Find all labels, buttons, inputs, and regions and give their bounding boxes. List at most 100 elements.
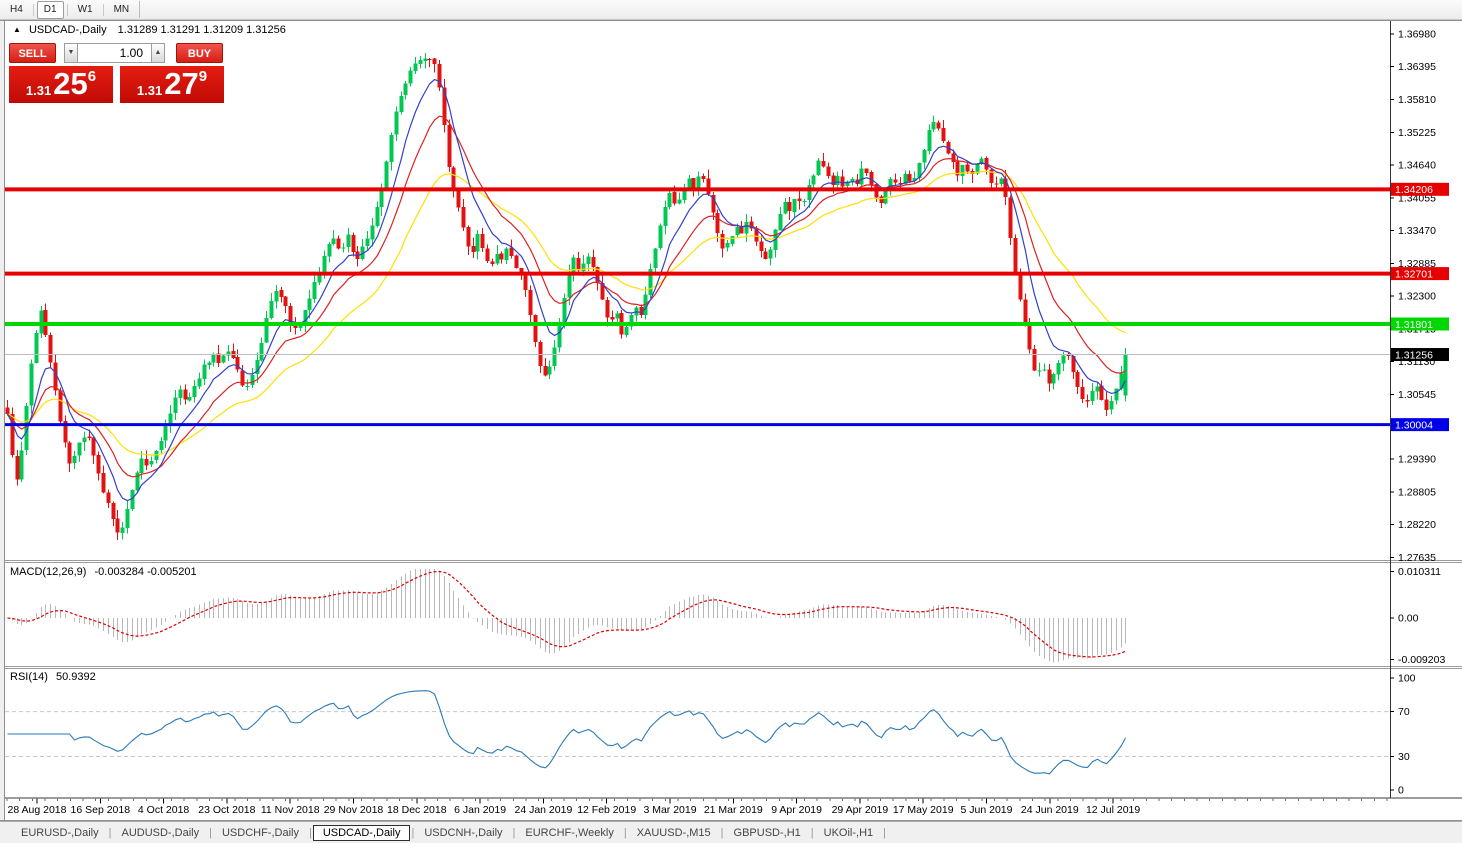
svg-text:23 Oct 2018: 23 Oct 2018 (198, 804, 255, 816)
chart-title: ▲ USDCAD-,Daily 1.31289 1.31291 1.31209 … (13, 24, 286, 36)
svg-text:18 Dec 2018: 18 Dec 2018 (387, 804, 447, 816)
volume-increase-button[interactable]: ▲ (151, 43, 165, 63)
buy-price-display[interactable]: 1.31 27 9 (120, 66, 224, 103)
svg-text:0: 0 (1398, 785, 1404, 797)
toolbar-separator (139, 1, 141, 18)
macd-name: MACD(12,26,9) (10, 566, 87, 578)
chart-tab-usdchf[interactable]: USDCHF-,Daily (221, 826, 299, 839)
price-level-label: 1.31801 (1391, 317, 1449, 331)
sell-price-prefix: 1.31 (25, 83, 52, 98)
svg-text:12 Jul 2019: 12 Jul 2019 (1086, 804, 1140, 816)
toolbar-separator (102, 3, 104, 16)
macd-indicator-label: MACD(12,26,9) -0.003284 -0.005201 (10, 566, 197, 578)
price-level-label: 1.31256 (1391, 348, 1449, 361)
svg-text:1.33470: 1.33470 (1398, 225, 1436, 237)
timeframe-button-w1[interactable]: W1 (77, 3, 93, 15)
chart-tab-gbpusd[interactable]: GBPUSD-,H1 (733, 826, 801, 839)
svg-text:3 Mar 2019: 3 Mar 2019 (643, 804, 696, 816)
svg-text:11 Nov 2018: 11 Nov 2018 (261, 804, 320, 816)
rsi-indicator-label: RSI(14) 50.9392 (10, 671, 96, 683)
tab-separator: | (108, 826, 112, 839)
svg-text:1.34640: 1.34640 (1398, 160, 1436, 172)
svg-text:1.35225: 1.35225 (1398, 127, 1436, 139)
macd-signal-line (7, 570, 1126, 658)
svg-text:12 Feb 2019: 12 Feb 2019 (577, 804, 636, 816)
svg-text:1.32701: 1.32701 (1395, 268, 1433, 280)
axis-price-labels: 1.34206 1.32701 1.31801 1.30004 1.31256 (1391, 182, 1449, 431)
timeframe-button-h4[interactable]: H4 (10, 3, 23, 15)
rsi-line (7, 690, 1126, 775)
svg-text:1.36395: 1.36395 (1398, 61, 1436, 73)
sell-button[interactable]: SELL (9, 43, 56, 63)
collapse-triangle-icon[interactable]: ▲ (13, 25, 21, 34)
svg-text:17 May 2019: 17 May 2019 (893, 804, 954, 816)
svg-text:24 Jan 2019: 24 Jan 2019 (514, 804, 572, 816)
tab-separator: | (810, 826, 814, 839)
svg-text:4 Oct 2018: 4 Oct 2018 (138, 804, 190, 816)
tab-separator: | (720, 826, 724, 839)
svg-text:1.30545: 1.30545 (1398, 389, 1436, 401)
svg-text:6 Jan 2019: 6 Jan 2019 (454, 804, 506, 816)
tab-separator: | (623, 826, 627, 839)
tab-separator: | (512, 826, 516, 839)
svg-text:70: 70 (1398, 706, 1410, 718)
svg-text:1.31256: 1.31256 (1395, 349, 1433, 361)
svg-text:1.28805: 1.28805 (1398, 486, 1436, 498)
buy-price-big: 27 (164, 66, 199, 101)
chart-tab-eurusd[interactable]: EURUSD-,Daily (21, 826, 99, 839)
ma-mid-line (7, 115, 1126, 478)
date-axis: 28 Aug 2018 16 Sep 2018 4 Oct 2018 23 Oct 2… (6, 798, 1388, 816)
chart-symbol-period: USDCAD-,Daily (28, 24, 107, 36)
rsi-name: RSI(14) (10, 671, 48, 683)
one-click-trade-panel: SELL ▼ ▲ BUY 1.31 25 6 1.31 27 9 (9, 43, 227, 103)
buy-button[interactable]: BUY (176, 43, 223, 63)
chart-tab-xauusd[interactable]: XAUUSD-,M15 (636, 826, 711, 839)
chart-tab-ukoil[interactable]: UKOil-,H1 (823, 826, 874, 839)
chart-tab-audusd[interactable]: AUDUSD-,Daily (121, 826, 200, 839)
svg-text:28 Aug 2018: 28 Aug 2018 (8, 804, 67, 816)
svg-text:21 Mar 2019: 21 Mar 2019 (704, 804, 763, 816)
buy-price-prefix: 1.31 (136, 83, 163, 98)
svg-text:5 Jun 2019: 5 Jun 2019 (961, 804, 1013, 816)
chart-tab-usdcad[interactable]: USDCAD-,Daily (312, 824, 411, 841)
svg-text:-0.009203: -0.009203 (1398, 654, 1445, 666)
volume-input[interactable] (78, 43, 151, 63)
svg-text:16 Sep 2018: 16 Sep 2018 (71, 804, 131, 816)
tab-separator: | (411, 826, 415, 839)
buy-price-pip: 9 (198, 68, 208, 85)
price-level-label: 1.30004 (1391, 418, 1449, 431)
price-axis: 1.369801.363951.358101.352251.346401.340… (1390, 21, 1445, 798)
sell-price-pip: 6 (87, 68, 97, 85)
chart-tab-usdcnh[interactable]: USDCNH-,Daily (424, 826, 503, 839)
timeframe-button-d1[interactable]: D1 (36, 0, 64, 19)
price-level-label: 1.32701 (1391, 267, 1449, 280)
chart-tab-eurchf[interactable]: EURCHF-,Weekly (525, 826, 614, 839)
level-lines (5, 187, 1390, 427)
svg-text:1.31801: 1.31801 (1395, 319, 1433, 331)
toolbar-separator (32, 3, 34, 16)
chart-tabs-bar: EURUSD-,Daily | AUDUSD-,Daily | USDCHF-,Dail… (0, 821, 1462, 843)
chart-ohlc-values: 1.31289 1.31291 1.31209 1.31256 (117, 24, 286, 36)
rsi-value: 50.9392 (55, 671, 96, 683)
price-level-label: 1.34206 (1391, 182, 1449, 196)
svg-text:0.010311: 0.010311 (1398, 566, 1441, 578)
svg-text:9 Apr 2019: 9 Apr 2019 (771, 804, 822, 816)
ma-slow-line (7, 170, 1126, 456)
svg-text:1.30004: 1.30004 (1395, 419, 1433, 431)
svg-text:1.27635: 1.27635 (1398, 552, 1436, 564)
timeframe-button-mn[interactable]: MN (113, 3, 130, 15)
svg-text:30: 30 (1398, 751, 1410, 763)
svg-text:29 Apr 2019: 29 Apr 2019 (832, 804, 889, 816)
sell-price-big: 25 (53, 66, 88, 101)
svg-text:1.35810: 1.35810 (1398, 94, 1436, 106)
svg-text:1.32300: 1.32300 (1398, 291, 1436, 303)
svg-text:1.32885: 1.32885 (1398, 258, 1436, 270)
svg-text:29 Nov 2018: 29 Nov 2018 (324, 804, 384, 816)
sell-price-display[interactable]: 1.31 25 6 (9, 66, 113, 103)
toolbar-separator (66, 3, 68, 16)
svg-text:1.34206: 1.34206 (1395, 184, 1433, 196)
svg-text:100: 100 (1398, 673, 1416, 685)
svg-text:1.28220: 1.28220 (1398, 519, 1436, 531)
volume-decrease-button[interactable]: ▼ (64, 43, 78, 63)
